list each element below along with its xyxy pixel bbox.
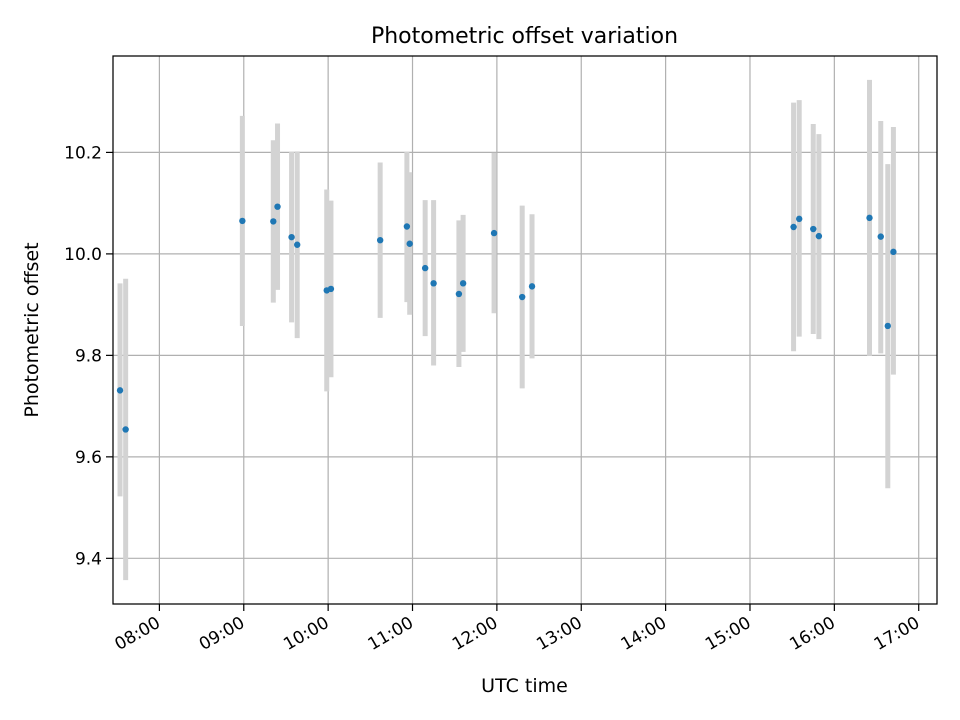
data-point	[270, 218, 277, 225]
x-axis-label: UTC time	[481, 675, 568, 697]
y-tick-label: 9.6	[75, 448, 102, 468]
data-point	[406, 240, 413, 247]
data-points	[116, 203, 897, 433]
data-point	[239, 217, 246, 225]
data-point	[376, 236, 384, 244]
data-point	[459, 280, 467, 287]
data-point	[528, 283, 536, 290]
plot-frame	[112, 55, 938, 605]
y-tick-label: 9.4	[75, 549, 102, 569]
data-point	[790, 223, 797, 231]
data-point	[403, 223, 411, 230]
chart-title: Photometric offset variation	[371, 24, 678, 49]
data-point	[890, 248, 897, 256]
data-point	[795, 215, 803, 223]
data-point	[884, 322, 891, 330]
data-point	[810, 225, 817, 233]
y-axis-ticks: 9.4 9.6 9.8 10.0 10.2	[64, 143, 113, 569]
data-point	[116, 387, 124, 394]
data-point	[455, 290, 463, 298]
y-tick-label: 10.0	[64, 245, 102, 265]
data-point	[294, 241, 301, 248]
y-tick-label: 9.8	[75, 346, 102, 366]
data-point	[518, 293, 526, 301]
data-point	[274, 203, 281, 210]
y-axis-label: Photometric offset	[21, 242, 43, 417]
data-point	[490, 229, 498, 237]
data-point	[122, 426, 129, 433]
data-point	[421, 264, 429, 272]
data-point	[288, 233, 295, 241]
data-point	[430, 280, 437, 287]
y-tick-label: 10.2	[64, 143, 102, 163]
data-point	[327, 285, 335, 293]
data-point	[877, 233, 884, 240]
data-point	[866, 214, 873, 222]
data-point	[815, 232, 823, 240]
